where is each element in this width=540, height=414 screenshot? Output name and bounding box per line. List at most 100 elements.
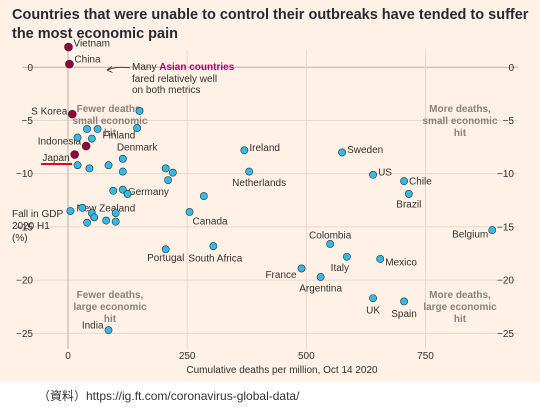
y-tick-label: −15 <box>16 222 33 233</box>
point-label: Italy <box>331 263 349 274</box>
point <box>109 186 118 195</box>
point-brazil <box>404 190 413 198</box>
y-tick-label-right: −15 <box>497 222 514 233</box>
scatter-plot: 0 0 −5 −5 −10 −10 −15 −15 −20 −20 −25 −25 0 250 500 750… <box>12 39 518 376</box>
point-label: India <box>82 321 104 332</box>
point <box>85 164 94 173</box>
point-china <box>65 59 74 69</box>
y-tick-label-right: −5 <box>503 116 515 127</box>
quadrant-label-br: More deaths, <box>429 290 491 301</box>
point-label: Colombia <box>309 230 352 241</box>
point-label: Argentina <box>299 283 342 294</box>
point-mexico <box>376 254 385 263</box>
point-uk <box>369 294 377 303</box>
annotation-text: Many Asian countries <box>132 62 235 73</box>
point-label: US <box>378 167 392 178</box>
point <box>83 218 91 227</box>
quadrant-label-tr: More deaths, <box>429 104 491 115</box>
point <box>78 203 87 212</box>
x-axis-label: Cumulative deaths per million, Oct 14 20… <box>186 365 378 376</box>
point-us <box>369 170 377 179</box>
point-label: Denmark <box>117 142 159 153</box>
point-finland <box>93 125 102 133</box>
y-tick-label: 0 <box>27 63 33 74</box>
point-japan <box>70 150 79 159</box>
annotation-arrowhead <box>106 66 113 73</box>
point-canada <box>185 208 194 216</box>
point-colombia <box>326 240 335 248</box>
source-note: （資料）https://ig.ft.com/coronavirus-global… <box>38 389 300 403</box>
point <box>104 161 113 170</box>
point-argentina <box>316 273 325 281</box>
point-label: Japan <box>42 153 69 164</box>
point <box>73 161 82 170</box>
point-label: Portugal <box>147 253 184 264</box>
point <box>111 209 120 217</box>
chart-figure: Countries that were unable to control th… <box>0 0 540 382</box>
point <box>87 134 96 143</box>
point-label: France <box>265 270 297 281</box>
point-belgium <box>488 226 497 235</box>
point-label: Canada <box>193 217 228 228</box>
point <box>90 213 99 222</box>
y-axis-label: (%) <box>12 233 28 244</box>
point <box>73 133 82 142</box>
point-denmark <box>118 154 127 163</box>
point-label: New Zealand <box>76 203 135 214</box>
point-france <box>297 264 306 273</box>
quadrant-label-tl: hit <box>104 128 117 139</box>
y-axis-label: Fall in GDP <box>12 209 63 220</box>
quadrant-label-tr: small economic <box>422 116 497 127</box>
y-tick-label: −10 <box>16 169 33 180</box>
point-label: Brazil <box>396 199 421 210</box>
point-south-africa <box>209 242 218 250</box>
point-label: South Africa <box>188 254 242 265</box>
point-s-korea <box>67 109 77 119</box>
point-indonesia <box>81 141 91 151</box>
point <box>133 124 142 132</box>
point <box>199 192 208 200</box>
point-italy <box>342 252 351 261</box>
y-tick-label: −25 <box>16 329 33 340</box>
point <box>161 164 170 173</box>
point-label: Germany <box>128 187 169 198</box>
y-tick-label-right: 0 <box>508 63 514 74</box>
annotation-text: on both metrics <box>132 85 200 96</box>
quadrant-label-bl: large economic <box>73 302 147 313</box>
point <box>123 190 132 198</box>
point-label: Ireland <box>249 143 280 154</box>
annotation-arrow <box>106 66 131 71</box>
point <box>164 176 172 184</box>
point-label: UK <box>366 306 380 317</box>
point <box>83 125 91 133</box>
quadrant-label-br: large economic <box>423 302 497 313</box>
point-chile <box>400 177 408 186</box>
point-label: Sweden <box>347 145 383 156</box>
point <box>118 167 127 176</box>
y-axis-label: 2020 H1 <box>12 221 50 232</box>
point-spain <box>400 297 408 306</box>
point-label: China <box>74 55 101 66</box>
y-tick-label-right: −25 <box>497 329 514 340</box>
point-india <box>104 326 113 335</box>
point-label: Indonesia <box>38 137 82 148</box>
point-vietnam <box>64 42 73 52</box>
point <box>102 216 111 225</box>
point-label: Finland <box>103 131 136 142</box>
x-tick-label: 0 <box>65 351 71 362</box>
quadrant-label-bl: hit <box>104 314 117 325</box>
point-label: Mexico <box>385 257 417 268</box>
quadrant-label-tl: small economic <box>72 116 147 127</box>
point-new-zealand <box>66 207 75 215</box>
y-tick-label: −5 <box>22 116 34 127</box>
point-label: Belgium <box>452 230 488 241</box>
point-label: Vietnam <box>73 39 110 50</box>
y-tick-label-right: −20 <box>497 276 514 287</box>
point <box>135 107 144 115</box>
point-sweden <box>338 148 346 157</box>
point-label: S Korea <box>31 107 68 118</box>
x-tick-label: 750 <box>417 351 434 362</box>
point-label: Netherlands <box>232 178 286 189</box>
point-label: Spain <box>391 309 417 320</box>
y-tick-label-right: −10 <box>497 169 514 180</box>
